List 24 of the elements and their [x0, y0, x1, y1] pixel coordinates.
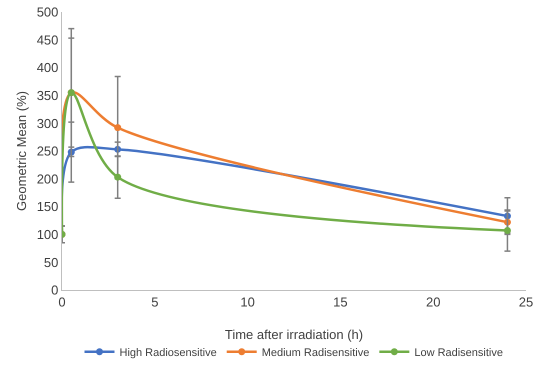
- y-tick-label: 150: [36, 199, 58, 214]
- y-tick-label: 100: [36, 226, 58, 242]
- point: [504, 227, 511, 234]
- y-tick-label: 300: [36, 116, 58, 131]
- legend-label: Medium Radisensitive: [262, 347, 370, 360]
- y-tick-label: 500: [36, 4, 58, 20]
- x-tick-label: 5: [151, 294, 158, 310]
- y-tick-label: 200: [36, 171, 58, 186]
- y-tick-label: 50: [44, 254, 58, 270]
- y-tick-label: 350: [36, 88, 58, 103]
- x-tick-label: 25: [518, 294, 534, 310]
- x-tick-label: 15: [333, 294, 348, 310]
- legend-label: Low Radisensitive: [414, 347, 503, 360]
- point: [114, 174, 122, 181]
- y-tick-label: 400: [36, 60, 58, 76]
- x-axis-title: Time after irradiation (h): [224, 327, 364, 342]
- point: [114, 124, 122, 132]
- x-tick-label: 20: [426, 294, 440, 310]
- x-tick-label: 10: [240, 294, 255, 310]
- y-axis-title: Geometric Mean (%): [14, 91, 29, 211]
- legend-label: High Radiosensitive: [120, 347, 217, 360]
- y-tick-label: 450: [36, 32, 58, 48]
- y-tick-label: 0: [51, 282, 58, 298]
- y-tick-label: 250: [36, 144, 58, 159]
